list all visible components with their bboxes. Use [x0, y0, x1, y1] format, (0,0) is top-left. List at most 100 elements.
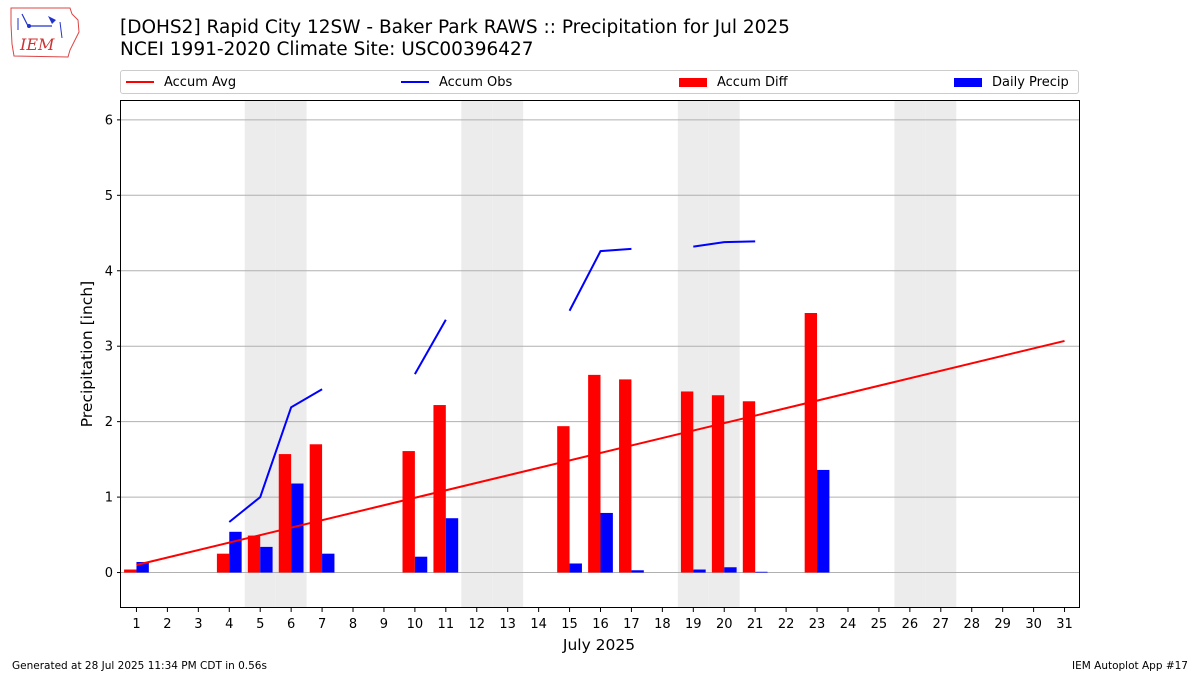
accum-obs-line — [228, 388, 323, 523]
weekend-band — [894, 101, 926, 608]
x-tick-label: 28 — [963, 617, 980, 632]
x-tick-label: 8 — [349, 617, 357, 632]
x-tick-label: 15 — [561, 617, 578, 632]
x-tick-label: 11 — [438, 617, 455, 632]
accum-obs-line — [568, 247, 632, 312]
x-tick-label: 19 — [685, 617, 702, 632]
y-axis-label: Precipitation [inch] — [78, 281, 96, 427]
x-tick-label: 22 — [778, 617, 795, 632]
daily-precip-bar — [322, 553, 335, 573]
accum-diff-bar — [278, 454, 292, 573]
bars — [124, 313, 830, 573]
accum-avg-line — [136, 339, 1065, 566]
accum-diff-bar — [433, 405, 446, 573]
daily-precip-bar — [260, 546, 273, 573]
daily-precip-bar — [569, 563, 582, 573]
x-tick-label: 21 — [747, 617, 764, 632]
accum-obs-line — [693, 240, 756, 248]
accum-diff-bar — [711, 395, 725, 573]
x-tick-label: 9 — [380, 617, 388, 632]
legend: Accum Avg Accum Obs Accum Diff Daily Pre… — [120, 70, 1079, 94]
x-tick-label: 10 — [407, 617, 424, 632]
daily-precip-bar — [291, 483, 304, 573]
daily-precip-bar — [414, 556, 428, 573]
daily-precip-bar — [600, 512, 613, 573]
x-tick-label: 16 — [592, 617, 609, 632]
plot-frame — [120, 100, 1080, 608]
x-tick-label: 2 — [163, 617, 171, 632]
accum-diff-bar — [742, 401, 756, 573]
accum-diff-bar — [216, 553, 230, 573]
legend-label-daily-precip: Daily Precip — [992, 74, 1069, 90]
y-tick-label: 1 — [105, 491, 113, 506]
accum-diff-bar — [680, 391, 694, 573]
y-tick-label: 5 — [105, 189, 113, 204]
daily-precip-bar — [136, 561, 149, 573]
legend-item-accum-diff: Accum Diff — [679, 71, 788, 93]
logo-text: IEM — [19, 35, 55, 54]
chart-subtitle: NCEI 1991-2020 Climate Site: USC00396427 — [120, 39, 534, 60]
legend-item-accum-avg: Accum Avg — [126, 71, 236, 93]
x-tick-label: 13 — [499, 617, 516, 632]
legend-label-accum-avg: Accum Avg — [164, 74, 237, 90]
x-tick-label: 30 — [1025, 617, 1042, 632]
footer-app-text: IEM Autoplot App #17 — [1072, 660, 1188, 672]
daily-precip-bar — [693, 569, 706, 573]
iem-logo: IEM — [10, 7, 80, 58]
accum-diff-bar — [247, 535, 261, 573]
y-tick-label: 4 — [105, 264, 113, 279]
x-tick-label: 17 — [623, 617, 640, 632]
daily-precip-bar — [631, 570, 644, 573]
x-tick-label: 7 — [318, 617, 326, 632]
x-tick-label: 29 — [994, 617, 1011, 632]
accum-diff-bar — [557, 426, 570, 573]
weekend-band — [461, 101, 493, 608]
daily-precip-bar — [229, 531, 242, 573]
accum-diff-bar — [619, 379, 632, 573]
x-axis-label: July 2025 — [562, 636, 635, 654]
x-tick-label: 23 — [809, 617, 826, 632]
x-tick-label: 26 — [902, 617, 919, 632]
legend-swatch-accum-obs — [401, 81, 429, 83]
x-tick-label: 24 — [840, 617, 857, 632]
x-tick-label: 31 — [1056, 617, 1073, 632]
accum-diff-bar — [402, 451, 415, 573]
weekend-band — [244, 101, 276, 608]
weekend-band — [925, 101, 957, 608]
iowa-outline — [10, 7, 80, 58]
y-tick-label: 6 — [105, 113, 113, 128]
x-tick-label: 1 — [132, 617, 140, 632]
y-tick-label: 0 — [105, 566, 113, 581]
x-tick-label: 3 — [194, 617, 202, 632]
accum-obs-line — [414, 319, 447, 375]
x-tick-label: 18 — [654, 617, 671, 632]
y-tick-label: 2 — [105, 415, 113, 430]
x-tick-label: 4 — [225, 617, 233, 632]
daily-precip-bar — [755, 571, 768, 573]
x-tick-label: 20 — [716, 617, 733, 632]
footer-generated-text: Generated at 28 Jul 2025 11:34 PM CDT in… — [12, 660, 267, 672]
weekend-band — [492, 101, 524, 608]
x-tick-label: 5 — [256, 617, 264, 632]
daily-precip-bar — [445, 518, 459, 573]
legend-swatch-daily-precip — [954, 77, 982, 87]
legend-label-accum-diff: Accum Diff — [717, 74, 788, 90]
lines — [136, 240, 1065, 566]
accum-diff-bar — [124, 569, 137, 573]
x-tick-label: 6 — [287, 617, 295, 632]
accum-diff-bar — [309, 444, 323, 573]
y-tick-label: 3 — [105, 340, 113, 355]
legend-swatch-accum-diff — [679, 77, 707, 87]
legend-item-accum-obs: Accum Obs — [401, 71, 512, 93]
x-tick-label: 14 — [530, 617, 547, 632]
legend-swatch-accum-avg — [126, 81, 154, 83]
daily-precip-bar — [724, 567, 737, 573]
x-tick-label: 27 — [933, 617, 950, 632]
accum-diff-bar — [804, 313, 818, 573]
legend-label-accum-obs: Accum Obs — [439, 74, 513, 90]
legend-item-daily-precip: Daily Precip — [954, 71, 1069, 93]
chart-title: [DOHS2] Rapid City 12SW - Baker Park RAW… — [120, 17, 790, 38]
x-tick-label: 12 — [468, 617, 485, 632]
